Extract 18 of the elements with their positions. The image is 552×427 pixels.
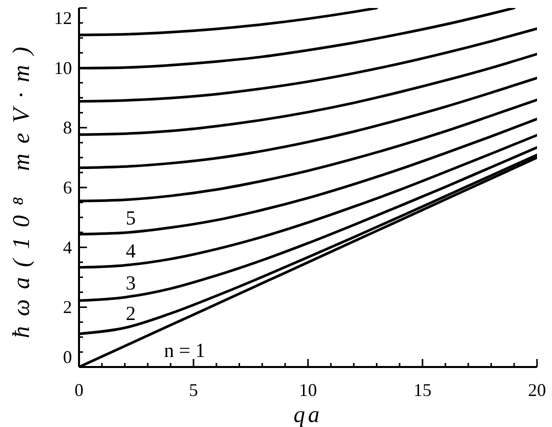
y-tick-label: 4 bbox=[63, 237, 72, 258]
y-tick-label: 10 bbox=[54, 58, 72, 78]
y-tick-label: 8 bbox=[63, 118, 72, 138]
y-tick-label: 0 bbox=[63, 347, 72, 367]
series-label: 4 bbox=[126, 240, 136, 262]
x-tick-label: 20 bbox=[528, 380, 546, 400]
x-tick-label: 10 bbox=[299, 380, 317, 400]
y-axis-title: ħωa(10⁸ meV·m) bbox=[9, 36, 35, 338]
x-tick-label: 5 bbox=[189, 380, 198, 400]
y-tick-label: 2 bbox=[63, 297, 72, 318]
series-label: n = 1 bbox=[164, 340, 206, 362]
series-label: 5 bbox=[126, 208, 136, 230]
series-label: 3 bbox=[126, 272, 136, 294]
y-tick-label: 12 bbox=[54, 8, 72, 28]
y-tick-label: 6 bbox=[63, 178, 72, 198]
x-tick-label: 15 bbox=[414, 380, 432, 400]
x-axis-title: qa bbox=[294, 402, 322, 426]
series-label: 2 bbox=[126, 302, 136, 325]
